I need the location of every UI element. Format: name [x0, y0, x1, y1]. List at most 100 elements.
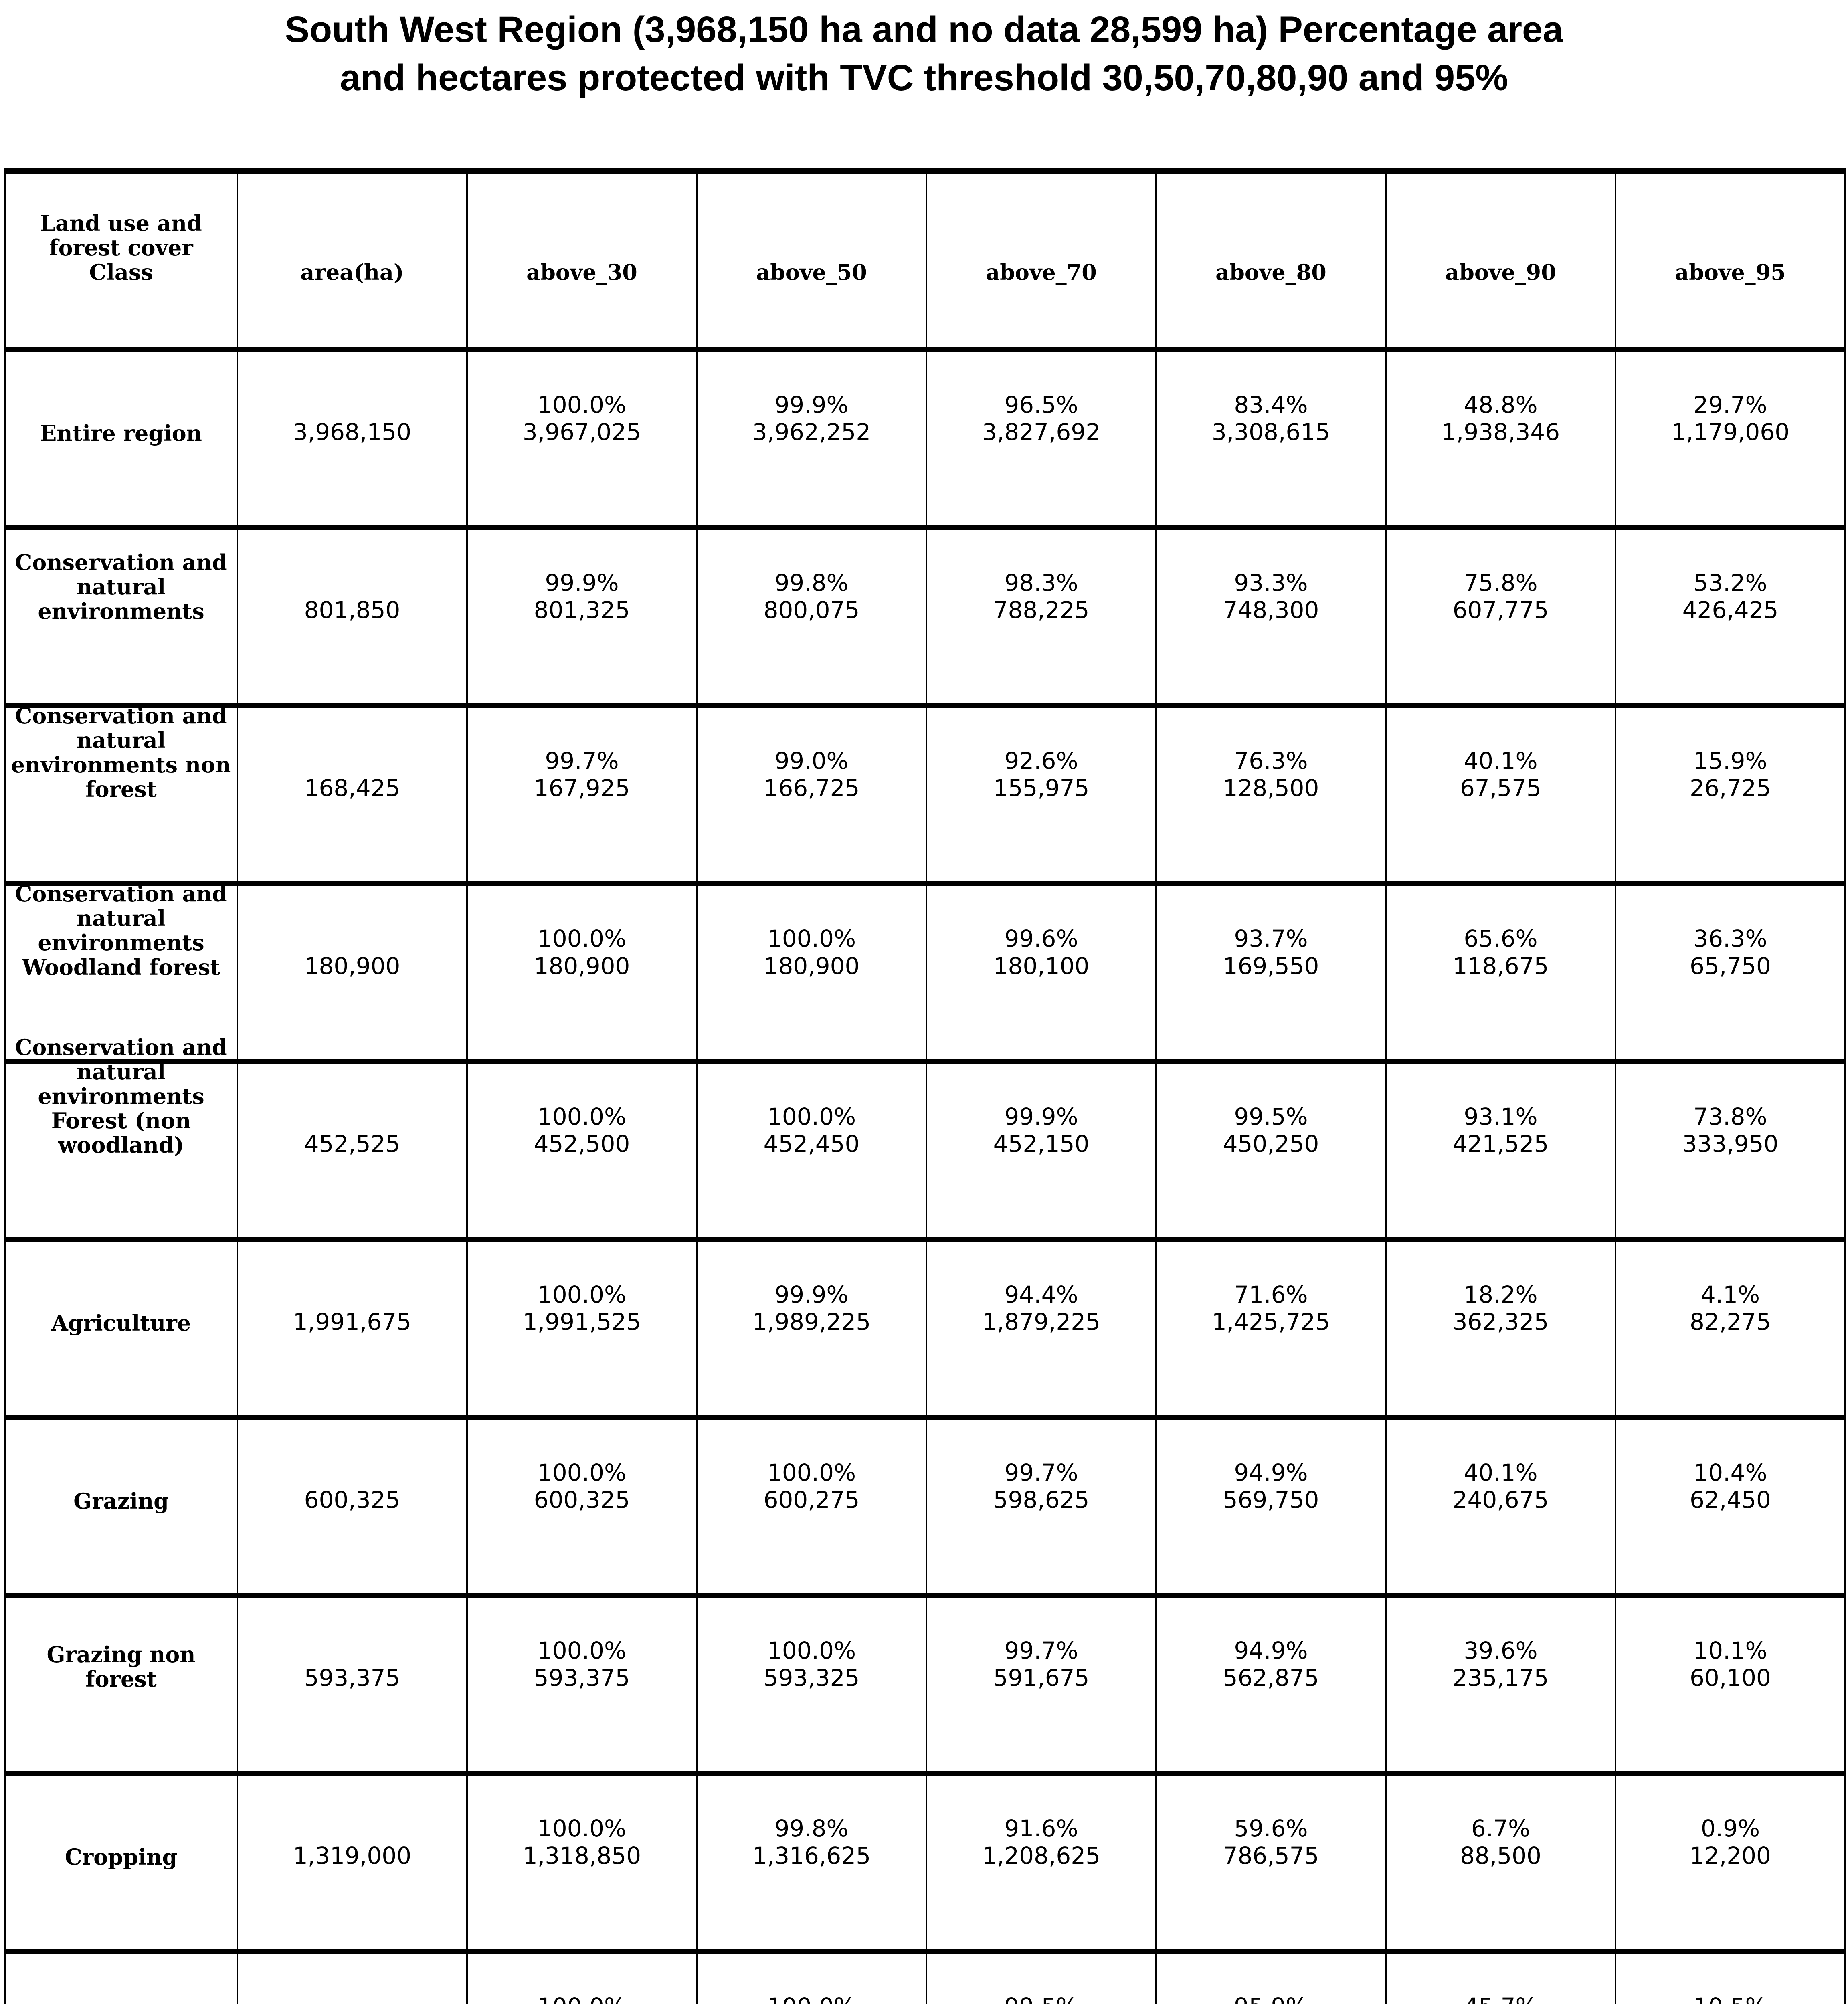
hectares-value: 591,675	[993, 1664, 1090, 1691]
label-line: Cropping	[65, 1844, 178, 1870]
value-cell: 39.6% 235,175	[1385, 1595, 1616, 1774]
value-cell: 75.8% 607,775	[1385, 527, 1616, 706]
percent-value: 10.4%	[1693, 1459, 1767, 1486]
hectares-value: 240,675	[1452, 1486, 1549, 1513]
hectares-value: 788,225	[993, 596, 1090, 624]
value-block: 15.9% 26,725	[1618, 747, 1843, 802]
percent-value: 36.3%	[1693, 925, 1767, 952]
header-cell: above_90	[1385, 171, 1616, 350]
value-block: 6.7% 88,500	[1388, 1815, 1613, 1869]
value-block: 94.4% 1,879,225	[928, 1281, 1154, 1335]
area-value: 168,425	[304, 774, 400, 802]
percent-value: 99.8%	[774, 1814, 849, 1842]
value-cell: 59.6% 786,575	[1155, 1773, 1387, 1951]
page-title-line1: South West Region (3,968,150 ha and no d…	[285, 9, 1563, 50]
class-label: Cropping	[7, 1844, 235, 1870]
hectares-value: 1,208,625	[982, 1842, 1101, 1869]
class-label: Entire region	[7, 421, 235, 446]
value-cell: 99.9% 1,989,225	[696, 1239, 927, 1418]
value-cell: 83.4% 3,308,615	[1155, 349, 1387, 528]
hectares-value: 452,150	[993, 1130, 1090, 1158]
value-block: 99.9% 452,150	[928, 1103, 1154, 1158]
header-label: above_50	[756, 259, 867, 285]
area-value: 180,900	[304, 952, 400, 980]
value-cell: 100.0% 600,275	[696, 1417, 927, 1596]
percent-value: 45.7%	[1388, 1993, 1613, 2004]
area-cell: 3,968,150	[237, 349, 468, 528]
value-block: 100.0% 600,275	[699, 1459, 924, 1513]
hectares-value: 62,450	[1690, 1486, 1771, 1513]
hectares-value: 569,750	[1223, 1486, 1319, 1513]
value-cell: 91.6% 1,208,625	[926, 1773, 1157, 1951]
percent-value: 99.5%	[1234, 1103, 1308, 1130]
percent-value: 95.9%	[1158, 1993, 1384, 2004]
hectares-value: 180,900	[763, 952, 860, 980]
header-row: Land use and forest cover Class area(ha) abo…	[4, 171, 1846, 350]
value-block: 45.7%33,050	[1388, 1993, 1613, 2004]
class-label: Grazing non forest	[7, 1642, 235, 1691]
value-block: 93.1% 421,525	[1388, 1103, 1613, 1158]
area-value: 593,375	[304, 1664, 400, 1691]
value-cell: 29.7% 1,179,060	[1615, 349, 1846, 528]
class-cell: Cropping	[4, 1773, 238, 1951]
label-line: Land use and	[40, 210, 202, 236]
value-cell: 93.1% 421,525	[1385, 1061, 1616, 1240]
table-row: Conservation and natural environments non f…	[4, 703, 1846, 884]
hectares-value: 1,991,525	[522, 1308, 641, 1335]
value-cell: 100.0%72,225	[696, 1951, 927, 2004]
header-cell-class: Land use and forest cover Class	[4, 171, 238, 350]
percent-value: 99.9%	[774, 1281, 849, 1308]
area-cell: 168,425	[237, 705, 468, 884]
value-block: 99.0% 166,725	[699, 747, 924, 802]
value-cell: 100.0% 452,450	[696, 1061, 927, 1240]
value-cell: 99.9% 452,150	[926, 1061, 1157, 1240]
hectares-value: 452,500	[534, 1130, 630, 1158]
table-row: Cropping 1,319,000 100.0% 1,318,850 99.8% 1,3…	[4, 1773, 1846, 1951]
value-block: 93.3% 748,300	[1158, 569, 1384, 624]
hectares-value: 801,325	[534, 596, 630, 624]
value-block: 4.1% 82,275	[1618, 1281, 1843, 1335]
table-row: Entire region 3,968,150 100.0% 3,967,025 99.…	[4, 349, 1846, 528]
percent-value: 100.0%	[537, 1281, 627, 1308]
value-block: 93.7% 169,550	[1158, 925, 1384, 980]
area-cell: 1,991,675	[237, 1239, 468, 1418]
hectares-value: 128,500	[1223, 774, 1319, 802]
area-value: 1,319,000	[293, 1842, 412, 1869]
value-block: 100.0% 1,991,525	[469, 1281, 695, 1335]
value-block: 100.0% 452,500	[469, 1103, 695, 1158]
percent-value: 99.9%	[545, 569, 619, 596]
value-block: 99.8% 1,316,625	[699, 1815, 924, 1869]
value-block: 94.9% 562,875	[1158, 1637, 1384, 1691]
header-label: above_70	[986, 259, 1097, 285]
page-title: South West Region (3,968,150 ha and no d…	[0, 6, 1848, 102]
class-cell: Conservation and natural environments Woodl…	[4, 881, 238, 1062]
hectares-value: 1,425,725	[1211, 1308, 1330, 1335]
landuse-tvc-table: Land use and forest cover Class area(ha) abo…	[4, 168, 1846, 2004]
percent-value: 73.8%	[1693, 1103, 1767, 1130]
value-cell: 65.6% 118,675	[1385, 883, 1616, 1062]
value-cell: 10.4% 62,450	[1615, 1417, 1846, 1596]
hectares-value: 1,179,060	[1671, 418, 1790, 446]
value-cell: 48.8% 1,938,346	[1385, 349, 1616, 528]
hectares-value: 362,325	[1452, 1308, 1549, 1335]
value-block: 91.6% 1,208,625	[928, 1815, 1154, 1869]
hectares-value: 166,725	[763, 774, 860, 802]
percent-value: 100.0%	[537, 1459, 627, 1486]
label-line: Conservation and	[15, 703, 227, 729]
value-block: 29.7% 1,179,060	[1618, 391, 1843, 446]
percent-value: 10.1%	[1693, 1636, 1767, 1664]
class-cell: Irrigation	[4, 1951, 238, 2004]
hectares-value: 180,900	[534, 952, 630, 980]
header-class-label: Land use and forest cover Class	[7, 211, 235, 285]
value-cell: 99.9% 801,325	[466, 527, 698, 706]
value-block: 96.5% 3,827,692	[928, 391, 1154, 446]
percent-value: 15.9%	[1693, 747, 1767, 774]
value-cell: 99.9% 3,962,252	[696, 349, 927, 528]
value-block: 10.5%7,575	[1618, 1993, 1843, 2004]
hectares-value: 333,950	[1682, 1130, 1779, 1158]
value-block: 100.0% 452,450	[699, 1103, 924, 1158]
hectares-value: 593,325	[763, 1664, 860, 1691]
value-block: 48.8% 1,938,346	[1388, 391, 1613, 446]
area-value: 1,991,675	[293, 1308, 412, 1335]
hectares-value: 235,175	[1452, 1664, 1549, 1691]
